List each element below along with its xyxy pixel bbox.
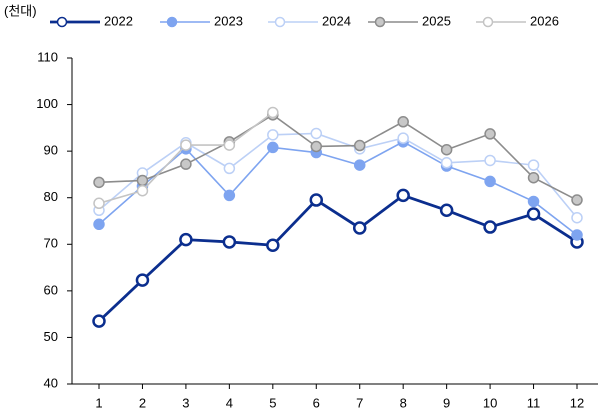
x-tick-label: 10 <box>483 395 497 410</box>
data-point <box>526 207 541 221</box>
data-point <box>180 139 192 151</box>
x-tick-label: 2 <box>139 395 146 410</box>
data-point <box>309 193 324 207</box>
x-tick-label: 6 <box>313 395 320 410</box>
data-point <box>571 194 583 206</box>
data-point <box>440 157 453 169</box>
data-point <box>571 229 583 241</box>
x-tick-label: 11 <box>527 395 541 410</box>
data-point <box>397 116 409 128</box>
y-tick-label: 60 <box>44 282 58 297</box>
legend-label: 2026 <box>530 13 559 28</box>
y-tick-label: 70 <box>44 236 58 251</box>
data-point <box>353 159 366 171</box>
data-point <box>93 218 105 231</box>
data-point <box>267 141 279 154</box>
legend-marker <box>274 16 286 28</box>
x-tick-label: 5 <box>269 395 276 410</box>
series-line <box>98 193 578 323</box>
legend-marker <box>482 16 494 28</box>
data-point <box>439 203 454 218</box>
data-point <box>223 189 236 202</box>
data-point <box>267 106 279 119</box>
data-point <box>527 195 540 208</box>
data-point <box>136 184 149 197</box>
data-point <box>93 197 105 210</box>
data-point <box>223 139 236 151</box>
unit-label: (천대) <box>4 3 37 18</box>
data-point <box>266 238 280 252</box>
data-point <box>179 232 193 247</box>
x-tick-label: 9 <box>443 395 450 410</box>
data-point <box>571 211 583 224</box>
data-point <box>310 127 323 140</box>
data-point <box>484 128 496 140</box>
data-point <box>223 162 236 175</box>
data-point <box>484 154 496 167</box>
series-line <box>98 132 578 219</box>
legend-label: 2024 <box>322 13 351 28</box>
data-point <box>180 158 192 170</box>
legend-label: 2023 <box>214 13 243 28</box>
legend-marker <box>56 16 68 28</box>
y-tick-label: 110 <box>37 49 58 64</box>
data-point <box>93 176 105 189</box>
y-tick-label: 50 <box>44 329 58 344</box>
data-point <box>396 188 410 203</box>
x-tick-label: 3 <box>182 395 189 410</box>
x-tick-label: 8 <box>400 395 407 410</box>
series-line <box>98 113 578 201</box>
legend-marker <box>166 16 178 28</box>
series-line <box>98 111 274 205</box>
data-point <box>267 129 279 141</box>
x-tick-label: 7 <box>356 395 363 410</box>
x-tick-label: 4 <box>226 395 233 410</box>
x-tick-label: 12 <box>570 395 584 410</box>
series-line <box>98 140 578 236</box>
data-point <box>352 221 367 235</box>
data-point <box>483 220 497 234</box>
data-point <box>397 132 409 144</box>
data-point <box>310 140 323 153</box>
data-point <box>440 143 453 156</box>
y-tick-label: 100 <box>36 96 58 111</box>
y-tick-label: 40 <box>44 375 58 390</box>
data-point <box>527 159 540 171</box>
data-point <box>135 273 150 287</box>
x-tick-label: 1 <box>95 395 102 410</box>
data-point <box>527 171 540 184</box>
data-point <box>222 235 237 249</box>
y-tick-label: 80 <box>44 189 58 204</box>
legend-label: 2022 <box>104 13 133 28</box>
legend-marker <box>374 16 386 28</box>
data-point <box>484 175 496 188</box>
y-tick-label: 90 <box>44 143 58 158</box>
legend-label: 2025 <box>422 13 451 28</box>
data-point <box>92 314 106 328</box>
data-point <box>353 139 366 152</box>
data-point <box>136 174 149 187</box>
